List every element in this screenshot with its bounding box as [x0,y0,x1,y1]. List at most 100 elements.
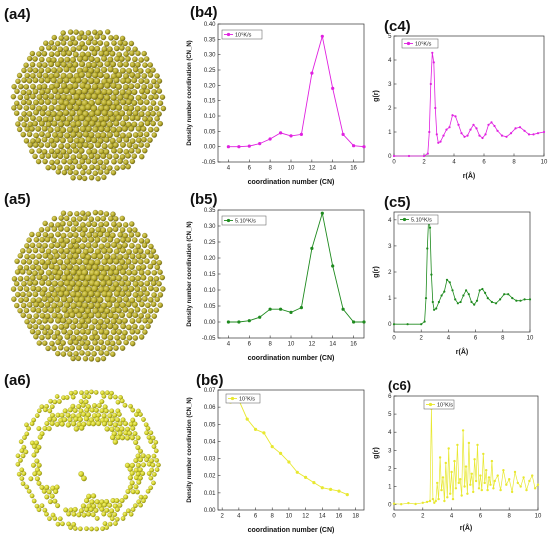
atom [60,242,67,249]
atom [128,285,135,292]
atom [141,93,148,100]
atom [55,169,62,175]
data-point [454,298,457,301]
y-tick-label: 0.15 [204,272,216,278]
atom [109,426,115,432]
data-point [475,299,479,302]
atom [27,67,33,73]
data-point [470,300,473,304]
atom [67,158,73,165]
panel-label-a5: (a5) [4,191,31,208]
atom [115,399,121,405]
data-point [247,144,251,148]
atom [47,126,54,134]
atom [39,279,46,286]
atom [81,411,87,417]
atom [100,164,107,170]
x-axis-label: coordination number (CN) [248,355,335,362]
atom [24,275,30,282]
atom [113,258,120,265]
atom [47,408,53,414]
atom [24,72,31,79]
atom [122,84,129,91]
atom [54,148,61,155]
atom [115,275,122,282]
atom [13,110,20,116]
atom [24,484,30,490]
atom [29,493,35,499]
atom [150,280,157,287]
atom [46,45,52,51]
atom [101,312,108,320]
atom [73,274,80,282]
atom [143,78,150,85]
atom [81,175,88,182]
atom [122,511,128,517]
atom [94,34,100,40]
plot-frame [393,211,531,333]
data-point [510,490,514,494]
atom [107,227,113,233]
atom [44,226,51,232]
data-point [507,293,510,296]
atom [56,259,64,266]
atom [16,471,22,477]
atom [44,494,50,500]
atom [47,253,54,261]
atom [104,317,111,325]
x-tick-label: 14 [329,166,336,172]
atom [48,51,55,58]
chart-c6-pair-distribution: 0 2 4 6 8 10 0 1 2 3 4 5 6 r(Å) g(r) 10⁷K/s [373,394,542,532]
atom [80,503,86,509]
atom [18,297,24,304]
atom [35,307,42,314]
atom [129,242,135,249]
y-tick-label: 5 [388,412,392,418]
atom [26,313,33,320]
atom [103,221,110,227]
data-point [502,469,505,472]
data-point [258,315,262,319]
y-axis-label: Density number coordination (CN_N) [187,397,193,502]
atom [126,132,133,139]
atom [139,334,145,340]
atom [103,72,110,80]
atom [118,110,126,117]
atom [120,516,126,521]
data-point [464,465,468,468]
atom [51,302,58,309]
atom [57,121,65,128]
atom [146,435,152,440]
atom [26,77,33,84]
atom [32,67,39,74]
series-line [394,217,530,325]
atom [126,67,132,74]
atom [104,525,110,530]
atom [70,269,77,276]
atom [55,317,62,324]
atom [123,61,129,68]
atom [154,73,160,79]
x-tick-label: 12 [302,514,309,520]
atom [151,313,158,319]
atom [154,457,160,463]
atom [144,249,151,255]
atom [114,417,120,423]
y-tick-label: 0 [388,322,392,328]
atom [144,238,151,244]
chart-b6-coordination-density: 2 4 6 8 10 12 14 16 18 0.00 0.01 0.02 0.03 0.04 0.05 0.… [187,388,365,534]
atom [63,46,69,52]
data-point [446,496,449,499]
atom [125,258,132,265]
atom [117,231,124,238]
atom [113,45,120,52]
atom [122,402,128,408]
atom [110,434,116,441]
atom [36,253,43,260]
x-tick-label: 4 [452,160,456,166]
atom [123,494,129,500]
atom [132,323,138,330]
atom [64,258,71,265]
atom [135,253,142,260]
atom [29,104,36,111]
